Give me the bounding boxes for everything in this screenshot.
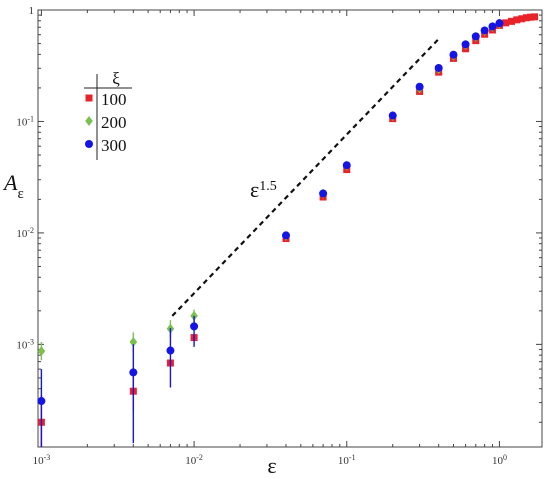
x-axis-label: ε	[267, 453, 276, 478]
data-point	[508, 17, 516, 25]
legend-entry-label: 300	[101, 136, 127, 155]
y-tick-label: 10-1	[16, 114, 34, 129]
data-point	[461, 40, 470, 49]
x-tick-label: 10-1	[338, 453, 356, 468]
legend-marker	[85, 94, 93, 102]
x-tick-label: 100	[492, 453, 507, 468]
data-point	[518, 15, 526, 23]
reference-line: ε1.5	[171, 38, 440, 317]
x-tick-label: 10-3	[33, 453, 51, 468]
legend-entry-label: 100	[101, 90, 127, 109]
scaling-label: ε1.5	[250, 177, 277, 202]
data-series	[37, 13, 539, 447]
data-point	[37, 397, 46, 406]
data-point	[129, 368, 138, 377]
data-point	[415, 82, 424, 91]
data-point	[449, 50, 458, 59]
data-point	[166, 346, 175, 355]
data-point	[513, 16, 521, 24]
y-axis-label: Aε	[2, 170, 24, 202]
data-point	[495, 19, 504, 28]
legend-marker	[85, 116, 93, 126]
data-point	[488, 22, 497, 31]
y-tick-label: 10-3	[16, 337, 34, 352]
data-point	[190, 322, 199, 331]
legend-entry-label: 200	[101, 113, 127, 132]
data-point	[129, 337, 138, 348]
y-tick-label: 1	[29, 5, 35, 17]
y-tick-label: 10-2	[16, 225, 34, 240]
legend-title: ξ	[112, 69, 120, 88]
axis-labels: ε Aε	[2, 170, 277, 478]
series-300	[37, 19, 504, 447]
axis-ticks: 10-3 10-2 10-1 100 10-3 10-2 10-1 1	[16, 5, 542, 467]
data-point	[522, 14, 530, 22]
scaling-line	[171, 38, 440, 317]
data-point	[480, 26, 489, 35]
legend-marker	[85, 140, 93, 148]
x-tick-label: 10-2	[185, 453, 203, 468]
data-point	[37, 346, 46, 357]
plot-frame	[37, 9, 543, 448]
data-point	[471, 32, 480, 41]
data-point	[527, 13, 535, 21]
legend: ξ 100 200 300	[84, 69, 132, 160]
data-point	[502, 19, 510, 27]
data-point	[319, 189, 328, 198]
data-point	[531, 13, 539, 21]
data-point	[342, 161, 351, 170]
data-point	[434, 63, 443, 72]
data-point	[388, 111, 397, 120]
data-point	[282, 231, 291, 240]
